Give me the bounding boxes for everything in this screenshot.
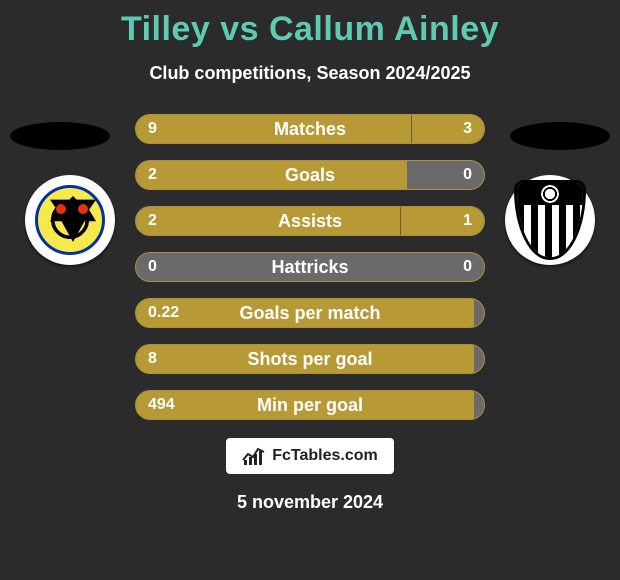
- metric-row: 494Min per goal: [135, 390, 485, 420]
- comparison-bars: 93Matches 20Goals 21Assists 00Hattricks 0.22…: [135, 114, 485, 420]
- afc-wimbledon-icon: [35, 185, 105, 255]
- crest-shadow-right: [510, 122, 610, 150]
- metric-row: 21Assists: [135, 206, 485, 236]
- metric-row: 20Goals: [135, 160, 485, 190]
- metric-label: Min per goal: [136, 395, 484, 416]
- metric-row: 93Matches: [135, 114, 485, 144]
- bar-chart-icon: [242, 446, 266, 466]
- metric-row: 8Shots per goal: [135, 344, 485, 374]
- brand-badge: FcTables.com: [226, 438, 394, 474]
- metric-label: Goals per match: [136, 303, 484, 324]
- metric-row: 0.22Goals per match: [135, 298, 485, 328]
- footer-date: 5 november 2024: [0, 474, 620, 513]
- metric-label: Hattricks: [136, 257, 484, 278]
- metric-row: 00Hattricks: [135, 252, 485, 282]
- page-title: Tilley vs Callum Ainley: [0, 0, 620, 49]
- left-team-crest: [25, 175, 115, 265]
- right-team-crest: [505, 175, 595, 265]
- football-icon: [541, 185, 559, 203]
- crest-shadow-left: [10, 122, 110, 150]
- grimsby-town-icon: [514, 180, 586, 260]
- metric-label: Matches: [136, 119, 484, 140]
- brand-text: FcTables.com: [272, 447, 378, 465]
- stripes-icon: [517, 205, 583, 257]
- page-subtitle: Club competitions, Season 2024/2025: [0, 49, 620, 84]
- metric-label: Assists: [136, 211, 484, 232]
- metric-label: Goals: [136, 165, 484, 186]
- metric-label: Shots per goal: [136, 349, 484, 370]
